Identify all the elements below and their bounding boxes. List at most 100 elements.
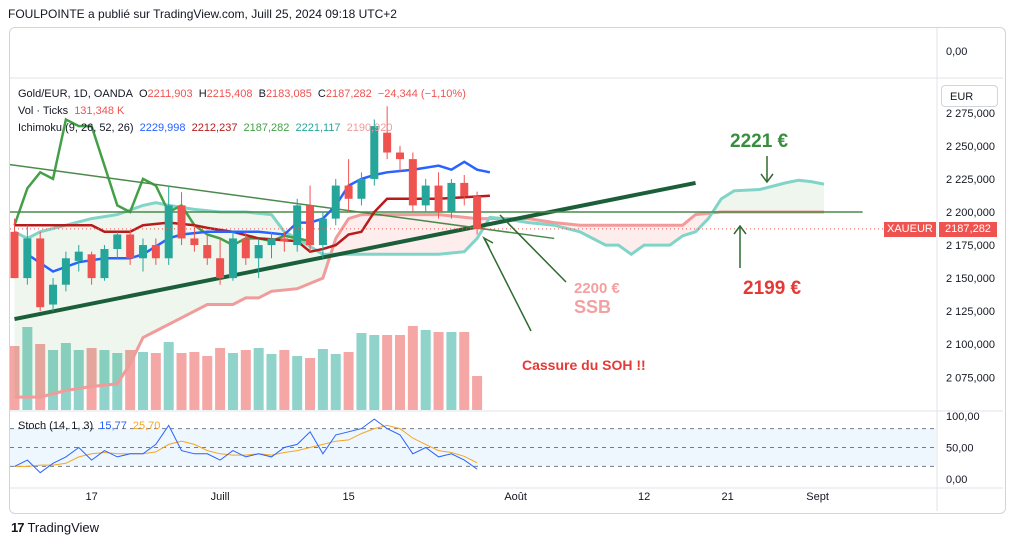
- legend-stoch: Stoch (14, 1, 3) 15,77 25,70: [18, 420, 163, 432]
- kumo-fill-segment: [740, 190, 747, 212]
- legend-c-label: C: [317, 88, 326, 100]
- kumo-fill-segment: [663, 225, 670, 246]
- candle-body: [460, 182, 469, 197]
- volume-bar: [163, 342, 174, 410]
- volume-bar: [356, 333, 367, 410]
- candle-body: [36, 238, 45, 308]
- time-tick-label: Sept: [806, 491, 829, 503]
- kumo-fill-segment: [393, 214, 400, 255]
- candle-body: [49, 284, 58, 305]
- volume-bar: [317, 349, 328, 410]
- kumo-fill-segment: [657, 225, 664, 246]
- legend-ichi-chikou: 2187,282: [243, 122, 290, 134]
- kumo-fill-segment: [303, 242, 311, 287]
- price-tick-label: 2 125,000: [946, 306, 995, 318]
- candle-body: [306, 205, 315, 246]
- kumo-fill-segment: [406, 214, 413, 255]
- currency-button[interactable]: EUR: [941, 85, 998, 107]
- legend-vol-value: 131,348 K: [74, 105, 125, 117]
- candle-body: [164, 205, 173, 259]
- legend-volume: Vol · Ticks 131,348 K: [18, 105, 127, 117]
- legend-ichi-kijun: 2212,237: [191, 122, 238, 134]
- legend-ohlc: Gold/EUR, 1D, OANDA O2211,903 H2215,408 …: [18, 88, 469, 100]
- kumo-fill-segment: [400, 214, 407, 255]
- kumo-fill-segment: [650, 225, 657, 246]
- legend-change: −24,344 (−1,10%): [377, 88, 466, 100]
- price-tick-label: 2 150,000: [946, 273, 995, 285]
- volume-bar: [420, 330, 431, 410]
- volume-bar: [73, 350, 84, 410]
- volume-bar: [125, 350, 136, 410]
- symbol-price-tag: XAUEUR: [884, 222, 936, 237]
- senkou-span-a-line: [13, 178, 825, 257]
- kumo-fill-segment: [355, 214, 362, 255]
- footer-brand[interactable]: 17 TradingView: [11, 520, 99, 535]
- candle-body: [473, 196, 482, 229]
- legend-b-value: 2183,085: [265, 88, 312, 100]
- arrow-2200-ssb: [499, 214, 567, 283]
- volume-bar: [279, 350, 290, 410]
- price-tick-label: 2 225,000: [946, 174, 995, 186]
- candle-body: [151, 245, 160, 259]
- kumo-fill-segment: [618, 225, 625, 250]
- legend-ichi-tenkan: 2229,998: [139, 122, 186, 134]
- kumo-fill-segment: [265, 213, 272, 295]
- volume-bar: [48, 350, 59, 410]
- time-tick-label: 17: [85, 491, 97, 503]
- candle-body: [357, 178, 366, 199]
- trend-line-soh: [14, 180, 696, 322]
- candle-body: [203, 245, 212, 259]
- volume-bar: [60, 343, 71, 410]
- kumo-fill-segment: [772, 184, 780, 212]
- candle-body: [370, 126, 379, 179]
- kumo-fill-segment: [271, 214, 278, 292]
- arrow-cassure: [483, 237, 532, 332]
- volume-bar: [99, 350, 110, 410]
- kumo-fill-segment: [734, 190, 741, 212]
- legend-b-label: B: [258, 88, 266, 100]
- legend-stoch-label: Stoch (14, 1, 3): [18, 420, 94, 432]
- legend-o-label: O: [138, 88, 148, 100]
- kumo-fill-segment: [746, 189, 754, 212]
- price-tick-label: 2 100,000: [946, 339, 995, 351]
- volume-bar: [266, 354, 277, 410]
- volume-bar: [253, 348, 264, 410]
- candle-body: [126, 234, 135, 259]
- candle-body: [113, 234, 122, 250]
- candle-body: [61, 258, 70, 285]
- legend-h-value: 2215,408: [206, 88, 253, 100]
- time-tick-label: Juill: [211, 491, 230, 503]
- kumo-fill-segment: [759, 187, 767, 212]
- candle-body: [87, 254, 96, 279]
- candle-body: [331, 185, 340, 219]
- candle-body: [293, 205, 302, 246]
- stoch-tick-label: 0,00: [946, 474, 967, 486]
- candle-body: [139, 245, 147, 259]
- volume-bar: [472, 376, 483, 410]
- kumo-fill-segment: [631, 225, 638, 255]
- volume-bar: [330, 354, 341, 410]
- volume-bar: [150, 353, 161, 410]
- volume-bar: [292, 356, 303, 410]
- legend-h-label: H: [198, 88, 207, 100]
- volume-bar: [343, 352, 354, 410]
- price-pane: [10, 106, 936, 410]
- arrow-2199-head: [733, 224, 747, 235]
- candle-body: [344, 185, 353, 199]
- footer-brand-text: TradingView: [27, 520, 100, 535]
- kumo-fill-segment: [387, 214, 394, 255]
- kumo-fill-segment: [412, 214, 420, 255]
- kumo-fill-segment: [753, 189, 760, 212]
- candle-body: [447, 182, 456, 212]
- candle-body: [421, 185, 430, 206]
- stoch-tick-label: 100,00: [946, 411, 980, 423]
- publish-header: FOULPOINTE a publié sur TradingView.com,…: [8, 7, 397, 21]
- kumo-fill-segment: [791, 180, 799, 212]
- volume-bar: [407, 326, 418, 410]
- tradingview-logo-icon: 17: [11, 520, 25, 535]
- arrow-cassure-head: [482, 236, 494, 248]
- kumo-fill-segment: [457, 216, 465, 253]
- kumo-fill-segment: [766, 186, 773, 212]
- kumo-fill-segment: [637, 225, 645, 250]
